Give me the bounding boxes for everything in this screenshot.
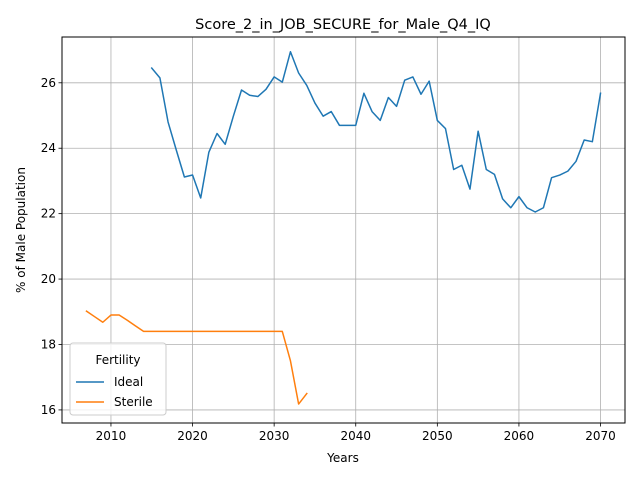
x-tick-label: 2040	[340, 429, 371, 443]
series-group	[85, 50, 602, 405]
plot-frame	[61, 36, 626, 424]
legend-label-sterile: Sterile	[114, 395, 153, 409]
x-tick-label: 2050	[422, 429, 453, 443]
chart-title: Score_2_in_JOB_SECURE_for_Male_Q4_IQ	[195, 17, 491, 33]
legend: Fertility Ideal Sterile	[69, 342, 167, 416]
x-tick-label: 2030	[259, 429, 290, 443]
legend-title: Fertility	[95, 353, 140, 367]
y-tick-label: 22	[41, 207, 56, 221]
x-tick-label: 2020	[177, 429, 208, 443]
y-axis-label: % of Male Population	[14, 167, 28, 293]
series-line-ideal	[150, 50, 602, 213]
y-tick-label: 16	[41, 403, 56, 417]
y-tick-label: 18	[41, 337, 56, 351]
y-tick-label: 26	[41, 76, 56, 90]
legend-label-ideal: Ideal	[114, 375, 143, 389]
x-axis-label: Years	[326, 451, 359, 465]
y-tick-label: 20	[41, 272, 56, 286]
legend-box	[69, 342, 167, 416]
x-tick-label: 2070	[585, 429, 616, 443]
x-tick-label: 2010	[96, 429, 127, 443]
axis-ticks: 2010 2020 2030 2040 2050 2060 2070 16 18 20 22 24 26	[41, 76, 616, 443]
series-line-sterile	[85, 310, 308, 405]
x-tick-label: 2060	[504, 429, 535, 443]
y-tick-label: 24	[41, 141, 56, 155]
